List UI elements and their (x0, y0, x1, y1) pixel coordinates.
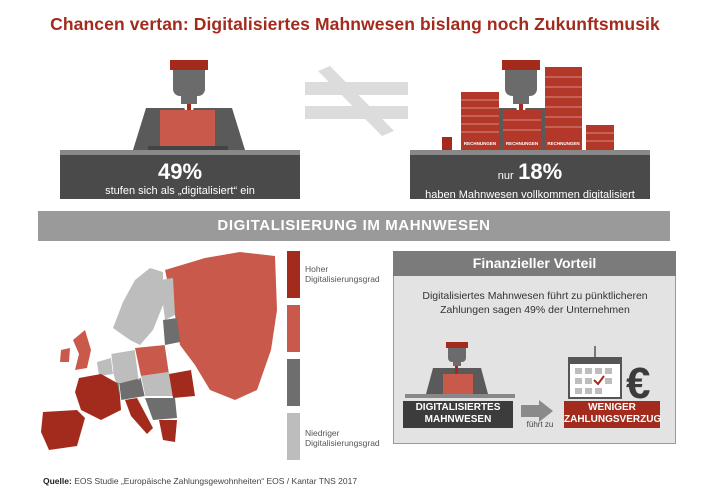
map-region-benelux (97, 358, 113, 376)
page-title: Chancen vertan: Digitalisiertes Mahnwese… (50, 14, 660, 34)
map-region-iberia (41, 410, 85, 450)
map-region-france (75, 374, 121, 420)
map-region-poland (135, 345, 169, 376)
calendar-icon (568, 346, 622, 399)
source-note: Quelle: EOS Studie „Europäische Zahlungs… (43, 476, 357, 486)
europe-map (41, 252, 277, 450)
legend-high-label: Hoher Digitalisierungsgrad (305, 264, 380, 284)
less-delay-label: WENIGER ZAHLUNGSVERZUG (564, 401, 661, 428)
top-illustration (60, 60, 650, 155)
source-text: EOS Studie „Europäische Zahlungsgewohnhe… (74, 476, 358, 486)
not-equal-icon (305, 66, 408, 136)
panel-illustration: € (405, 342, 650, 422)
stat-left-box: 49% stufen sich als „digitalisiert“ ein (60, 155, 300, 199)
legend-swatch-3 (287, 359, 300, 406)
source-label: Quelle: (43, 476, 72, 486)
legend-swatch-4 (287, 413, 300, 460)
stat-right-box: nur 18% haben Mahnwesen vollkommen digit… (410, 155, 650, 201)
invoice-stacks (461, 67, 614, 152)
stack-label: RECHNUNGEN (463, 141, 497, 146)
stat-left-value: 49% (157, 159, 203, 184)
leads-to-label: führt zu (526, 420, 554, 429)
pen-cup-icon (442, 137, 452, 151)
legend-swatch-2 (287, 305, 300, 352)
map-region-ireland (60, 348, 70, 362)
stat-left-text: stufen sich als „digitalisiert“ ein (105, 185, 255, 197)
stat-right-text: haben Mahnwesen vollkommen digitalisiert (425, 189, 635, 201)
panel-text: Digitalisiertes Mahnwesen führt zu pünkt… (422, 290, 648, 316)
stat-right-value: 18% (518, 159, 563, 184)
person-small-icon (426, 342, 488, 394)
map-region-germany (111, 350, 139, 386)
map-region-alps (117, 378, 145, 400)
map-region-greece (159, 420, 177, 442)
legend-swatch-1 (287, 251, 300, 298)
map-region-uk (73, 330, 91, 370)
map-region-baltics (163, 318, 180, 345)
map-region-romania (169, 370, 195, 398)
euro-icon: € (626, 359, 650, 408)
map-region-italy (125, 398, 153, 434)
panel-heading: Finanzieller Vorteil (393, 251, 676, 276)
map-region-east (165, 252, 277, 400)
stack-label: RECHNUNGEN (505, 141, 539, 146)
section-banner: DIGITALISIERUNG IM MAHNWESEN (38, 211, 670, 241)
stack-label: RECHNUNGEN (547, 141, 580, 146)
arrow-right-icon (521, 400, 553, 422)
map-region-hungary (141, 372, 173, 396)
map-region-finland (160, 278, 175, 320)
stat-right-prefix: nur (497, 170, 514, 182)
map-region-scandinavia (113, 268, 163, 345)
map-region-balkans (145, 398, 177, 420)
legend-low-label: Niedriger Digitalisierungsgrad (305, 428, 380, 448)
digital-dunning-label: DIGITALISIERTES MAHNWESEN (403, 401, 513, 428)
laptop-icon (148, 110, 228, 151)
